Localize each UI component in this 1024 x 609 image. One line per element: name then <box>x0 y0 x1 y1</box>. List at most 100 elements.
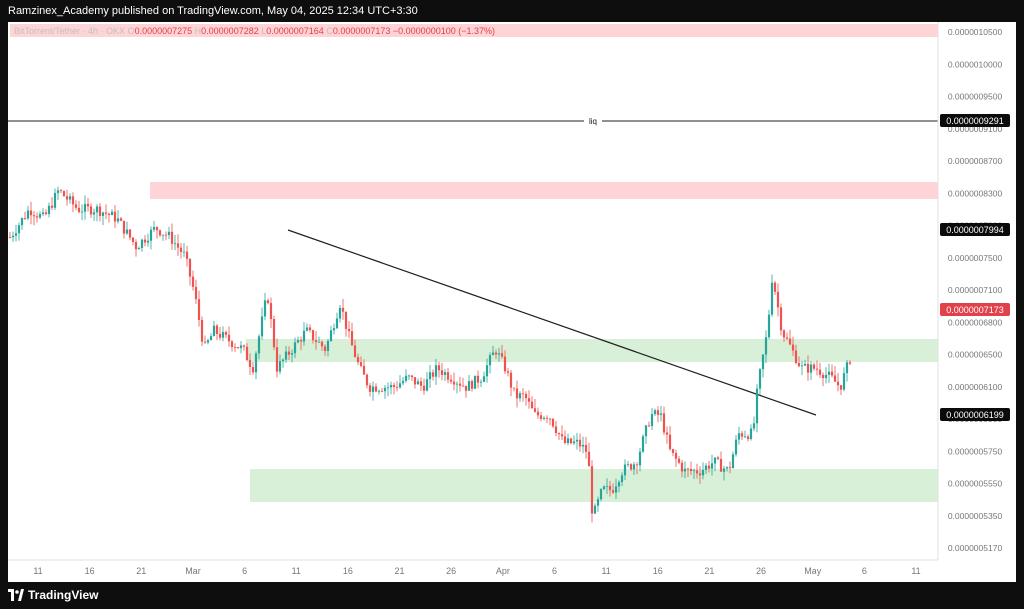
candle-body <box>590 466 594 514</box>
candle-body <box>614 486 618 493</box>
candle-body <box>341 307 345 312</box>
candle-body <box>509 372 513 388</box>
candle-body <box>119 218 123 221</box>
candle-body <box>821 374 825 379</box>
high-label: H <box>194 26 202 36</box>
price-tick-label: 0.0000005750 <box>948 446 1003 456</box>
candle-body <box>431 372 435 377</box>
price-axis[interactable]: 0.0000010500 0.0000010000 0.0000009500 0.00… <box>948 27 1003 553</box>
candle-body <box>710 463 714 469</box>
candle-body <box>173 243 177 245</box>
candle-body <box>263 300 267 317</box>
candle-body <box>395 387 399 388</box>
candle-body <box>53 192 57 208</box>
candle-body <box>32 215 36 217</box>
candle-body <box>554 426 558 434</box>
candle-body <box>830 371 834 376</box>
candle-body <box>617 482 621 487</box>
candle-body <box>770 282 774 315</box>
candle-body <box>806 363 810 373</box>
candle-body <box>56 190 60 193</box>
time-tick-label: Apr <box>496 566 510 576</box>
candle-body <box>188 258 192 277</box>
price-tick-label: 0.0000009500 <box>948 92 1003 102</box>
candle-body <box>644 425 648 437</box>
candle-body <box>170 231 174 244</box>
candle-body <box>779 307 783 331</box>
candle-body <box>257 336 261 354</box>
candle-body <box>524 393 528 399</box>
candle-body <box>89 206 93 215</box>
tradingview-logo-icon <box>8 589 24 601</box>
candle-body <box>461 385 465 387</box>
tradingview-brand: TradingView <box>28 588 99 602</box>
candle-body <box>575 439 579 442</box>
candle-body <box>377 390 381 392</box>
high-value: 0.0000007282 <box>201 26 259 36</box>
level-price-badge <box>940 223 1010 236</box>
time-axis[interactable]: 11 16 21 Mar 6 11 16 21 26 Apr 6 11 16 21 26 May 6 11 <box>33 566 920 576</box>
candle-body <box>845 362 849 374</box>
candle-body <box>80 211 84 213</box>
candle-body <box>500 353 504 357</box>
tradingview-logo[interactable]: TradingView <box>8 588 98 602</box>
candle-body <box>560 434 564 437</box>
candle-body <box>581 444 585 447</box>
candle-body <box>473 375 477 389</box>
trend-price-badge <box>940 408 1010 421</box>
candle-body <box>302 330 306 342</box>
candle-body <box>809 364 813 373</box>
candle-body <box>314 340 318 342</box>
candle-body <box>155 227 159 231</box>
candle-body <box>803 363 807 366</box>
candle-body <box>164 234 168 236</box>
change-value: −0.0000000100 (−1.37%) <box>392 26 495 36</box>
candle-body <box>191 276 195 287</box>
candle-body <box>242 345 246 347</box>
candle-body <box>374 386 378 392</box>
candle-body <box>776 291 780 308</box>
candle-body <box>434 365 438 377</box>
candle-body <box>251 367 255 373</box>
candle-body <box>326 341 330 352</box>
candle-body <box>38 213 42 218</box>
resistance-zone <box>150 182 938 199</box>
candle-body <box>437 365 441 371</box>
candle-body <box>812 364 816 369</box>
candle-body <box>299 340 303 342</box>
candle-body <box>422 385 426 391</box>
candle-body <box>626 464 630 465</box>
candle-body <box>674 452 678 459</box>
liq-price-badge-text: 0.0000009291 <box>946 116 1004 126</box>
candle-body <box>95 206 99 213</box>
open-label: O <box>127 26 135 36</box>
candle-body <box>839 385 843 390</box>
candle-body <box>146 240 150 243</box>
candle-body <box>416 381 420 385</box>
candle-body <box>455 383 459 385</box>
time-tick-label: 16 <box>85 566 95 576</box>
candle-body <box>140 239 144 248</box>
candle-body <box>512 387 516 389</box>
candle-body <box>659 413 663 415</box>
candle-body <box>59 190 63 192</box>
price-tick-label: 0.0000006800 <box>948 317 1003 327</box>
candle-body <box>206 340 210 343</box>
candle-body <box>71 196 75 205</box>
open-value: 0.0000007275 <box>134 26 193 36</box>
candle-body <box>269 303 273 320</box>
time-tick-label: 11 <box>911 566 920 576</box>
close-label: C <box>326 26 333 36</box>
candle-body <box>335 318 339 329</box>
candle-body <box>284 351 288 360</box>
candle-body <box>716 457 720 459</box>
candle-body <box>668 434 672 450</box>
candle-body <box>317 341 321 343</box>
candle-body <box>275 347 279 372</box>
candle-body <box>353 345 357 358</box>
candle-body <box>773 282 777 292</box>
candle-body <box>794 350 798 363</box>
price-tick-label: 0.0000005550 <box>948 479 1003 489</box>
candle-body <box>632 464 636 470</box>
